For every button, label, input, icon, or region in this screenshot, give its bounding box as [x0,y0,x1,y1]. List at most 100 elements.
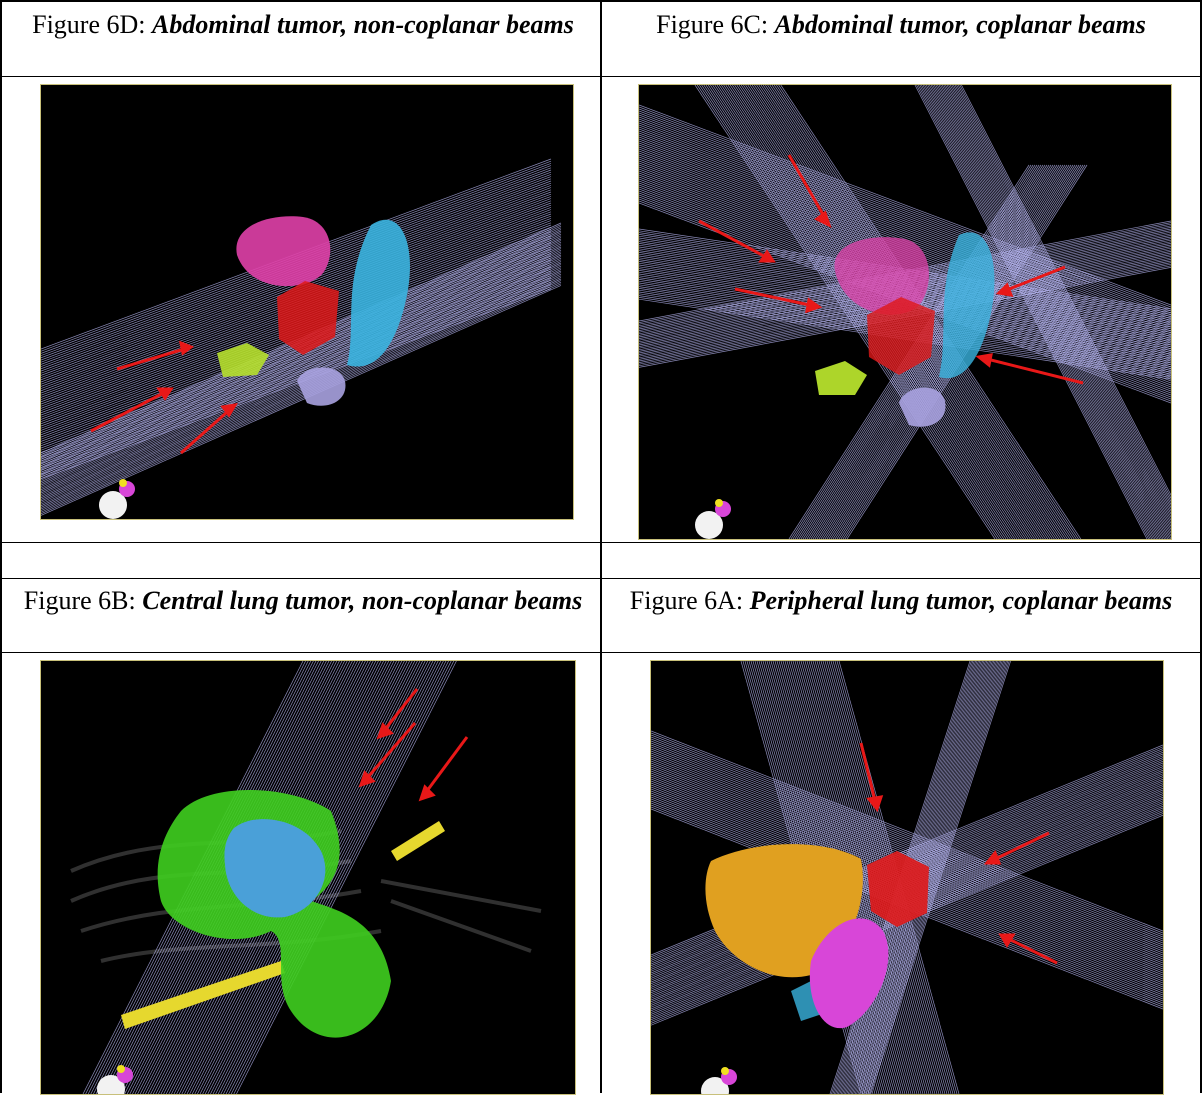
tumor-red [277,281,339,355]
organ-lavender [899,387,946,427]
orientation-widget-icon [701,1067,737,1094]
figure-6a-title: Peripheral lung tumor, coplanar beams [749,586,1173,615]
beam-line [41,256,562,487]
beam-line [961,85,1171,496]
beam-line [943,85,1171,531]
figure-6b-prefix: Figure 6B: [23,586,143,615]
beam-line [959,85,1171,500]
organ-lime [815,361,867,395]
beam-line [41,249,562,481]
beam-line [639,114,1171,316]
beam-line [41,253,562,484]
figure-6c-prefix: Figure 6C: [656,10,775,39]
beam-line [917,85,1151,539]
beam-line [651,746,1163,948]
beam-line [949,85,1171,518]
organ-lime [217,343,269,377]
beam-line [651,740,1163,942]
beam-line [639,120,1171,322]
organ-yellow [121,961,285,1029]
figure-6d-title: Abdominal tumor, non-coplanar beams [152,10,574,39]
beam-line [651,738,1163,940]
beam-line [922,85,1156,539]
column-divider [600,0,602,1093]
beam-line [41,241,562,473]
beam-line [639,122,1171,324]
beam-line [233,661,455,1094]
beam-line [639,126,1171,328]
beam-line [956,85,1171,506]
beam-line [41,277,562,508]
beam-line [41,281,562,513]
beam-line [861,661,1003,1094]
beam-line [867,661,1009,1094]
beam-line [639,134,1171,336]
beam-line [916,85,1149,539]
direction-arrows [859,742,1058,965]
beam-line [868,661,1010,1094]
beam-line [929,85,1162,539]
beam-line [41,251,562,483]
table-border-right [1200,0,1202,1093]
figure-6d-image [40,84,574,520]
beam-line [860,661,1002,1094]
beam-line [230,661,452,1094]
figure-6c-image [638,84,1172,540]
organ-cyan [939,232,995,379]
figure-6d-prefix: Figure 6D: [32,10,152,39]
beam-line [946,85,1171,525]
beam-line [639,136,1171,338]
beam-line [694,85,996,539]
beam-line [870,661,1011,1094]
beam-line [651,734,1163,936]
beam-line [933,85,1167,539]
row-divider [0,578,1202,579]
beam-line [651,736,1163,938]
beam-line [957,85,1171,503]
organ-blue [224,819,326,918]
tumor-red [867,851,929,927]
figure-6c-render [639,85,1171,539]
beam-line [651,730,1163,932]
beam-line [919,85,1153,539]
beam-line [804,661,926,1094]
beam-line [940,85,1171,537]
beam-line [651,748,1163,950]
beam-line [864,661,1006,1094]
beam-line [41,254,562,486]
organ-lavender [297,367,346,406]
beam-line [935,85,1169,539]
direction-arrows [90,340,238,455]
figure-6b-title: Central lung tumor, non-coplanar beams [142,586,583,615]
figure-6c-title: Abdominal tumor, coplanar beams [774,10,1146,39]
figure-6a-caption: Figure 6A: Peripheral lung tumor, coplan… [604,586,1198,616]
direction-arrows [698,154,1084,385]
row-divider [0,652,1202,653]
figure-6a-render [651,661,1163,1094]
beam-line [914,85,1148,539]
beam-line [938,85,1171,539]
figure-6b-caption: Figure 6B: Central lung tumor, non-copla… [8,586,598,616]
beam-line [651,742,1163,944]
figure-6b-render [70,661,542,1094]
beam-line [718,85,1020,539]
orientation-widget-icon [695,499,731,539]
beam-line [639,116,1171,318]
beam-line [41,275,562,507]
beam-line [945,85,1171,528]
beam-line [951,85,1171,515]
beam-line [859,661,1000,1094]
beam-line [41,246,562,478]
tumor-red [867,297,935,375]
beam-line [41,248,562,479]
beam-line [651,752,1163,954]
organ-yellow [391,821,445,861]
beam-line [924,85,1157,539]
organ-pink [236,216,331,287]
beam-line [866,661,1007,1094]
beam-line [953,85,1171,512]
beam-line [225,661,447,1094]
beam-line [639,104,1171,306]
beam-line [639,108,1171,310]
beam-line [41,278,562,510]
